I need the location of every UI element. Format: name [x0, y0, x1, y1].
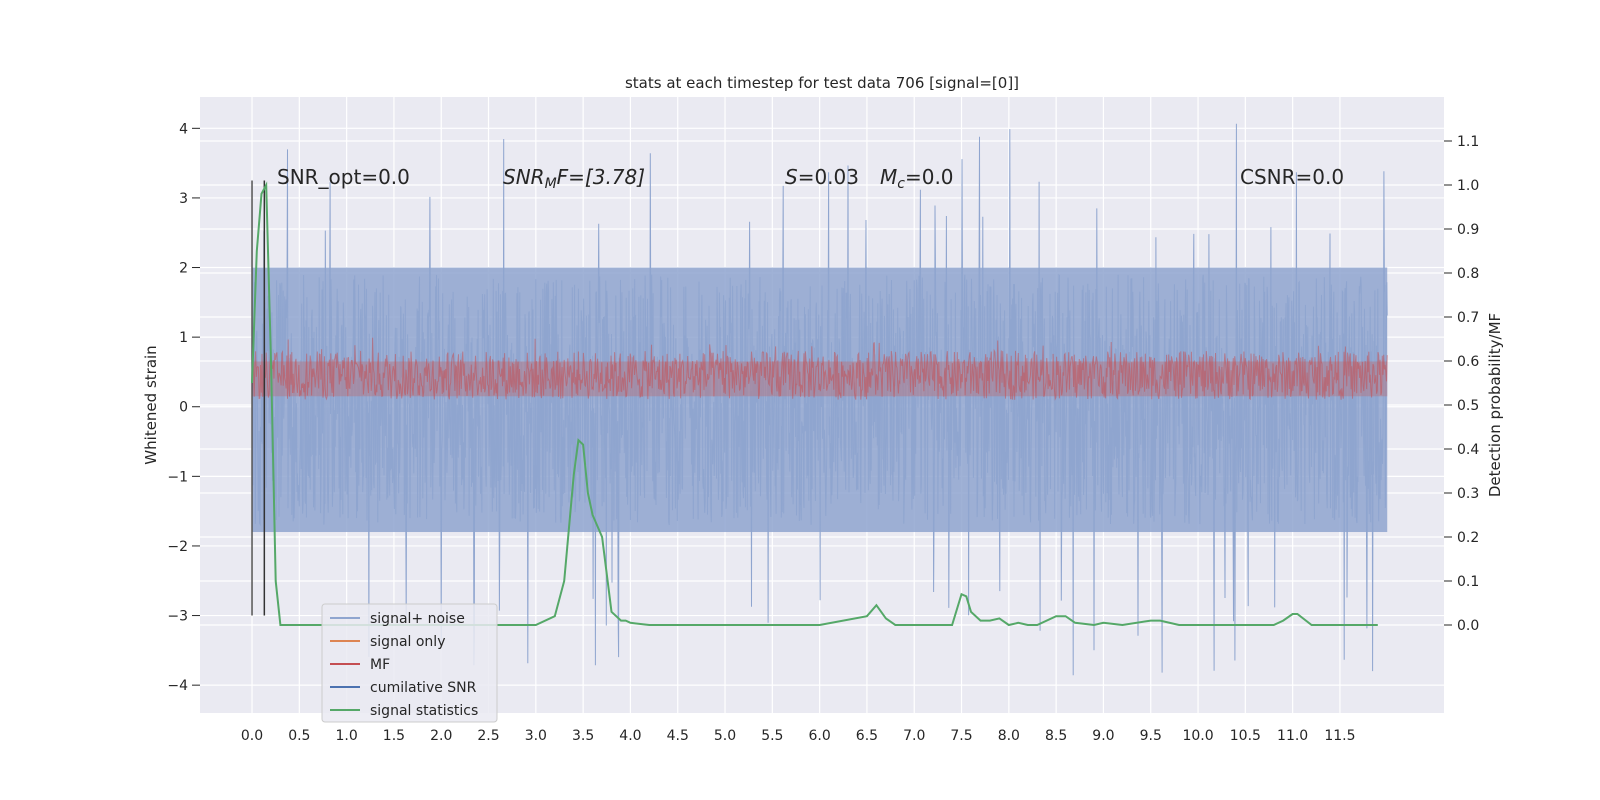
x-tick-label: 8.0 [998, 728, 1020, 744]
y2-tick-label: 0.5 [1457, 398, 1479, 414]
annotation-s: S=0.03 [785, 165, 859, 189]
annotation-mc: Mc=0.0 [880, 165, 954, 192]
x-axis-ticks: 0.0 0.5 1.0 1.5 2.0 2.5 3.0 3.5 4.0 4.5 5.0 5.5 6.0 6… [241, 728, 1356, 744]
y2-tick-label: 0.0 [1457, 618, 1479, 634]
y-tick-label: −2 [167, 539, 188, 555]
y-tick-label: 2 [179, 261, 188, 277]
x-tick-label: 0.0 [241, 728, 263, 744]
x-tick-label: 4.5 [667, 728, 689, 744]
legend-label: signal+ noise [370, 611, 465, 627]
x-tick-label: 2.5 [477, 728, 499, 744]
y2-axis-label: Detection probability/MF [1486, 313, 1504, 497]
y2-tick-label: 1.1 [1457, 134, 1479, 150]
annotation-snr-mf-main: SNR [503, 165, 545, 189]
annotation-s-value: =0.03 [798, 165, 859, 189]
x-tick-label: 5.0 [714, 728, 736, 744]
y2-tick-label: 0.9 [1457, 222, 1479, 238]
annotation-mc-value: =0.0 [905, 165, 954, 189]
x-tick-label: 8.5 [1045, 728, 1067, 744]
legend-label: signal statistics [370, 703, 478, 719]
x-tick-label: 9.5 [1140, 728, 1162, 744]
x-tick-label: 1.5 [383, 728, 405, 744]
y-tick-label: −3 [167, 609, 188, 625]
x-tick-label: 11.5 [1324, 728, 1355, 744]
y-tick-label: 0 [179, 400, 188, 416]
x-tick-label: 1.0 [335, 728, 357, 744]
x-tick-label: 0.5 [288, 728, 310, 744]
mf-series [251, 337, 1388, 401]
x-tick-label: 10.5 [1230, 728, 1261, 744]
x-tick-label: 6.5 [856, 728, 878, 744]
signal-statistics-series [251, 181, 1378, 627]
x-tick-label: 3.5 [572, 728, 594, 744]
annotation-s-label: S [785, 165, 798, 189]
y-tick-label: 1 [179, 330, 188, 346]
vertical-markers [251, 180, 266, 616]
legend-box [321, 603, 498, 723]
annotation-snr-mf: SNRMF=[3.78] [503, 165, 645, 192]
signal-noise-series [251, 123, 1388, 676]
y2-tick-label: 0.4 [1457, 442, 1479, 458]
y2-tick-label: 0.3 [1457, 486, 1479, 502]
legend-label: MF [370, 657, 390, 673]
annotation-snr-opt: SNR_opt=0.0 [277, 165, 410, 189]
y2-tick-label: 0.7 [1457, 310, 1479, 326]
annotation-csnr: CSNR=0.0 [1240, 165, 1344, 189]
x-tick-label: 7.5 [950, 728, 972, 744]
y2-tick-label: 0.1 [1457, 574, 1479, 590]
y2-axis-ticks: 1.1 1.0 0.9 0.8 0.7 0.6 0.5 0.4 0.3 0.2 0.1 0.0 [1444, 134, 1479, 634]
y-tick-label: −1 [167, 469, 188, 485]
x-tick-label: 9.0 [1092, 728, 1114, 744]
annotation-mc-sub: c [897, 176, 905, 192]
annotation-mc-label: M [880, 165, 897, 189]
x-tick-label: 6.0 [809, 728, 831, 744]
y-axis-ticks: 4 3 2 1 0 −1 −2 −3 −4 [167, 121, 200, 694]
y-axis-label: Whitened strain [142, 345, 160, 464]
y2-tick-label: 1.0 [1457, 178, 1479, 194]
x-tick-label: 3.0 [525, 728, 547, 744]
y-tick-label: 3 [179, 191, 188, 207]
chart-title: stats at each timestep for test data 706… [625, 74, 1019, 92]
x-tick-label: 2.0 [430, 728, 452, 744]
x-tick-label: 11.0 [1277, 728, 1308, 744]
x-tick-label: 7.0 [903, 728, 925, 744]
signal-statistics-line [251, 181, 1378, 627]
x-tick-label: 4.0 [619, 728, 641, 744]
y-tick-label: 4 [179, 121, 188, 137]
mf-line [251, 337, 1388, 401]
legend-label: signal only [370, 634, 445, 650]
x-tick-label: 5.5 [761, 728, 783, 744]
y2-tick-label: 0.6 [1457, 354, 1479, 370]
legend-label: cumilative SNR [370, 680, 477, 696]
y-tick-label: −4 [167, 678, 188, 694]
legend-items: signal+ noise signal only MF cumilative SNR… [330, 611, 478, 719]
annotation-snr-mf-rest: F=[3.78] [557, 165, 645, 189]
x-tick-label: 10.0 [1182, 728, 1213, 744]
y2-tick-label: 0.2 [1457, 530, 1479, 546]
annotation-snr-mf-sub: M [545, 176, 557, 192]
legend: signal+ noise signal only MF cumilative SNR… [321, 603, 498, 723]
y2-tick-label: 0.8 [1457, 266, 1479, 282]
